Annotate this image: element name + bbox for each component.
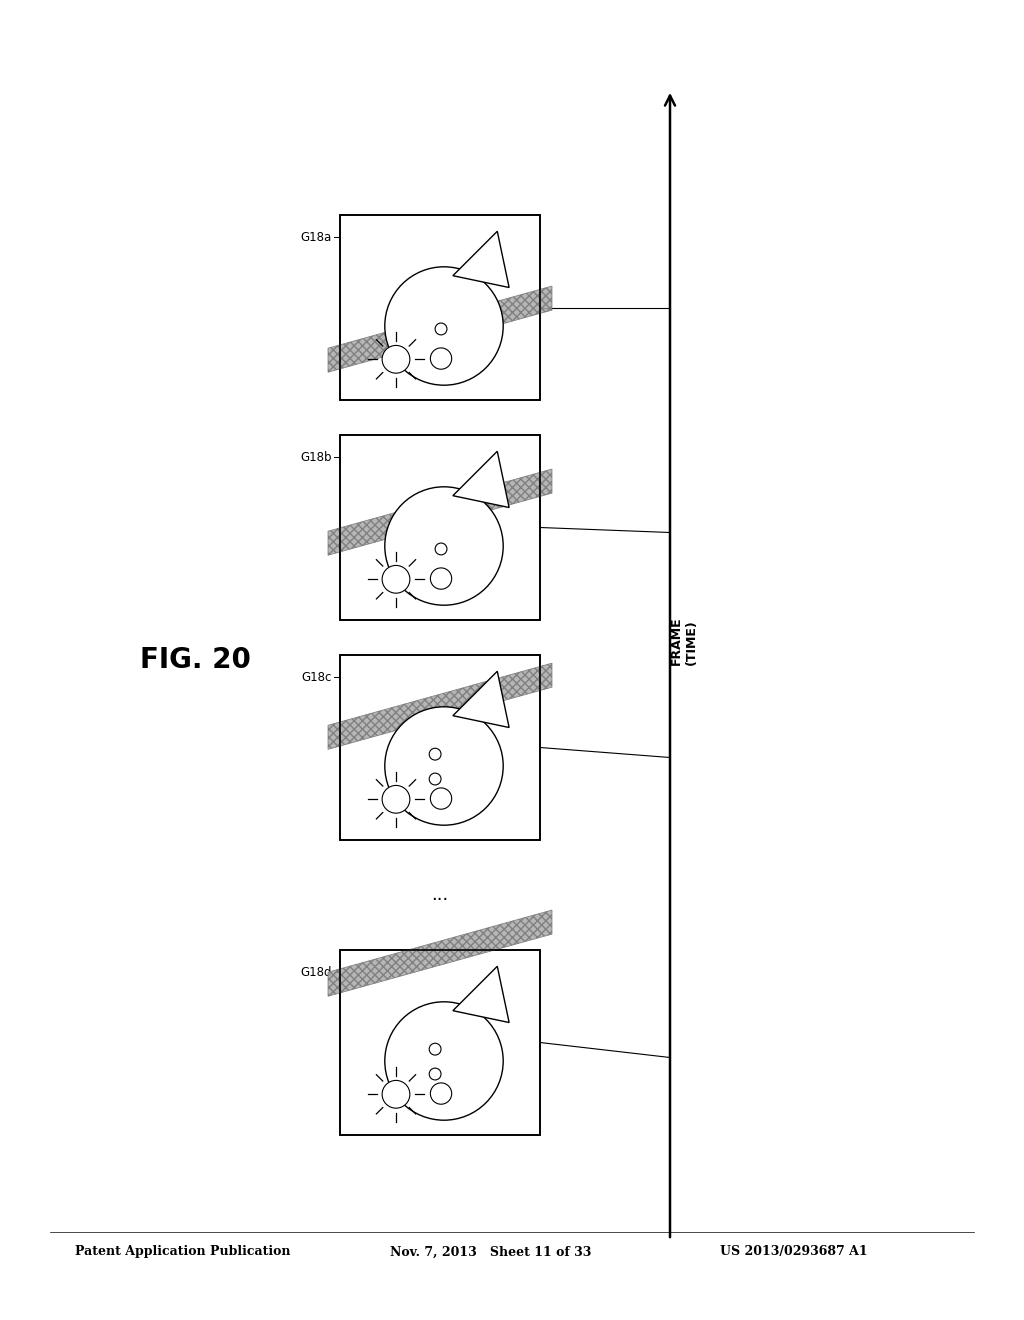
Bar: [340, 655, 540, 840]
Text: Nov. 7, 2013   Sheet 11 of 33: Nov. 7, 2013 Sheet 11 of 33: [390, 1246, 592, 1258]
Polygon shape: [453, 672, 509, 727]
Polygon shape: [453, 966, 509, 1023]
Polygon shape: [453, 231, 509, 288]
Polygon shape: [328, 663, 552, 750]
Polygon shape: [328, 909, 552, 997]
Polygon shape: [453, 451, 509, 507]
Text: ...: ...: [431, 886, 449, 904]
Circle shape: [430, 1082, 452, 1105]
Bar: [340, 436, 540, 620]
Circle shape: [385, 706, 503, 825]
Text: FRAME
(TIME): FRAME (TIME): [670, 616, 698, 665]
Circle shape: [382, 785, 410, 813]
Circle shape: [385, 267, 503, 385]
Bar: [340, 436, 540, 620]
Bar: [340, 215, 540, 400]
Circle shape: [382, 1081, 410, 1109]
Bar: [340, 950, 540, 1135]
Circle shape: [430, 348, 452, 370]
Text: Patent Application Publication: Patent Application Publication: [75, 1246, 291, 1258]
Bar: [340, 655, 540, 840]
Text: G18a: G18a: [301, 231, 332, 244]
Text: G18c: G18c: [302, 671, 332, 684]
Circle shape: [385, 1002, 503, 1121]
Circle shape: [382, 346, 410, 374]
Bar: [340, 950, 540, 1135]
Circle shape: [382, 565, 410, 593]
Text: FIG. 20: FIG. 20: [139, 645, 251, 675]
Text: US 2013/0293687 A1: US 2013/0293687 A1: [720, 1246, 867, 1258]
Polygon shape: [328, 469, 552, 556]
Circle shape: [430, 788, 452, 809]
Text: G18b: G18b: [300, 450, 332, 463]
Circle shape: [385, 487, 503, 605]
Polygon shape: [328, 286, 552, 372]
Bar: [340, 215, 540, 400]
Text: G18d: G18d: [300, 966, 332, 978]
Circle shape: [430, 568, 452, 589]
